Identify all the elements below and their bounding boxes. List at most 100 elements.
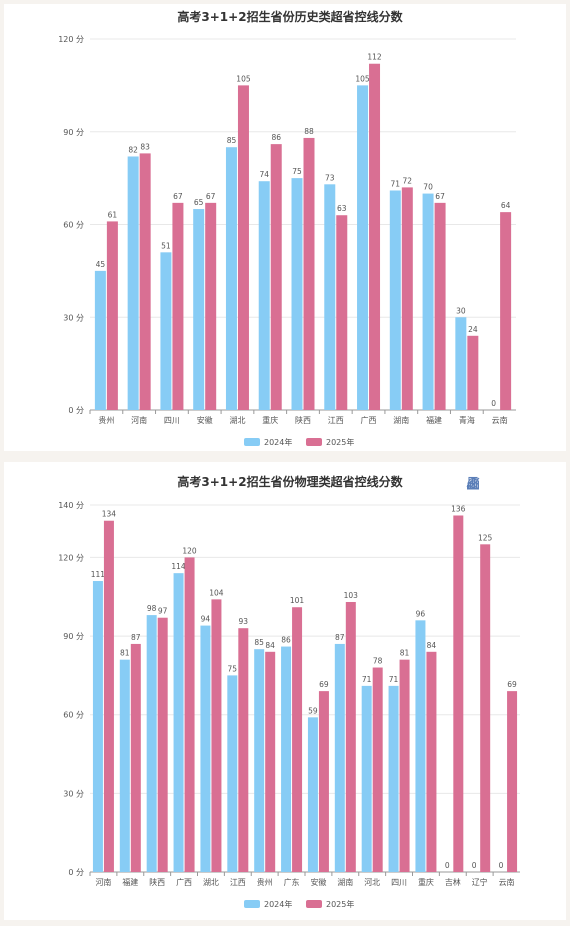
bar-2024[interactable] [361,685,372,872]
physics-chart: 高考3+1+2招生省份物理类超省控线分数 0 分 30 分 60 分 90 分 120 分… [58,474,520,909]
bar-2024[interactable] [127,156,139,410]
bar-2024[interactable] [258,181,270,410]
bar-2025[interactable] [106,221,118,410]
bar-value-label: 105 [355,74,370,83]
bar-2025[interactable] [103,520,114,872]
bar-2025[interactable] [265,651,276,872]
bar-2024[interactable] [307,717,318,872]
line-switch-icon[interactable] [466,476,500,490]
bar-value-label: 93 [239,617,249,626]
bar-switch-icon[interactable] [467,476,520,490]
restore-icon[interactable] [467,476,540,490]
bar-2025[interactable] [157,617,168,872]
bar-value-label: 86 [271,133,281,142]
bar-2024[interactable] [225,147,237,411]
bar-2025[interactable] [467,335,479,410]
bar-2025[interactable] [184,557,195,872]
bar-2025[interactable] [292,607,303,872]
x-tick-label: 河南 [95,877,111,887]
bar-2024[interactable] [291,178,303,410]
bar-value-label: 51 [161,241,171,250]
bar-2025[interactable] [238,628,249,872]
y-tick-label: 30 分 [63,313,84,322]
y-tick-label: 60 分 [63,221,84,230]
bar-value-label: 105 [236,74,251,83]
bar-2025[interactable] [172,202,184,410]
bar-value-label: 98 [147,604,157,613]
bar-value-label: 97 [158,607,168,616]
bar-2024[interactable] [324,184,336,410]
x-tick-label: 江西 [328,416,344,425]
bar-2024[interactable] [422,193,434,410]
y-tick-label: 90 分 [63,128,84,137]
bar-value-label: 101 [290,596,305,605]
bar-2025[interactable] [318,691,329,872]
bar-2025[interactable] [480,544,491,872]
bar-2025[interactable] [426,651,437,872]
x-tick-label: 广东 [284,877,300,887]
bar-2025[interactable] [336,215,348,410]
bar-value-label: 71 [362,675,372,684]
bar-2024[interactable] [173,573,184,872]
legend-swatch-2024[interactable] [244,438,260,446]
x-tick-label: 辽宁 [472,877,488,887]
bar-2025[interactable] [401,187,413,410]
bar-2024[interactable] [193,209,205,410]
bar-value-label: 81 [120,649,130,658]
legend-swatch-2024[interactable] [244,900,260,908]
bar-2024[interactable] [281,646,292,872]
bar-2024[interactable] [389,190,401,410]
bar-2025[interactable] [500,212,512,410]
x-tick-label: 吉林 [445,877,461,887]
bar-value-label: 71 [391,179,401,188]
x-tick-label: 江西 [230,878,246,887]
bar-2025[interactable] [507,691,518,872]
x-tick-label: 云南 [492,415,508,425]
bar-2024[interactable] [388,685,399,872]
x-tick-label: 贵州 [257,877,273,887]
legend-label[interactable]: 2024年 [264,437,292,447]
legend-swatch-2025[interactable] [306,900,322,908]
bar-2024[interactable] [94,270,106,410]
bar-2024[interactable] [92,581,103,872]
bar-value-label: 67 [173,192,183,201]
legend-label[interactable]: 2024年 [264,899,292,909]
bar-2024[interactable] [200,625,211,872]
bar-2024[interactable] [254,649,265,872]
bar-2025[interactable] [211,599,222,872]
bar-2025[interactable] [237,85,249,410]
bar-value-label: 136 [451,504,466,513]
download-icon[interactable] [467,476,560,490]
legend-swatch-2025[interactable] [306,438,322,446]
legend-label[interactable]: 2025年 [326,899,354,909]
bar-2025[interactable] [130,643,141,872]
x-tick-label: 青海 [459,415,475,425]
bar-2025[interactable] [399,659,410,872]
bar-2025[interactable] [139,153,151,410]
bar-2025[interactable] [205,202,217,410]
bar-value-label: 84 [427,641,437,650]
bar-2024[interactable] [146,615,157,872]
bar-2024[interactable] [160,252,172,410]
bar-2025[interactable] [303,137,315,410]
bar-2025[interactable] [369,63,381,410]
bar-value-label: 83 [140,142,150,151]
bar-2024[interactable] [455,317,467,410]
bar-value-label: 82 [128,145,138,154]
bar-2024[interactable] [227,675,238,872]
bar-2024[interactable] [119,659,130,872]
bar-2025[interactable] [372,667,383,872]
x-tick-label: 陕西 [295,415,311,425]
bar-2025[interactable] [434,202,446,410]
bar-2024[interactable] [357,85,369,410]
bar-2024[interactable] [334,643,345,872]
bar-value-label: 0 [445,861,450,870]
bar-2025[interactable] [345,601,356,872]
bar-2024[interactable] [415,620,426,872]
y-tick-label: 90 分 [63,632,84,641]
chart-title: 高考3+1+2招生省份物理类超省控线分数 [177,474,403,489]
legend-label[interactable]: 2025年 [326,437,354,447]
x-tick-label: 安徽 [197,415,213,425]
bar-2025[interactable] [270,144,282,410]
bar-2025[interactable] [453,515,464,872]
